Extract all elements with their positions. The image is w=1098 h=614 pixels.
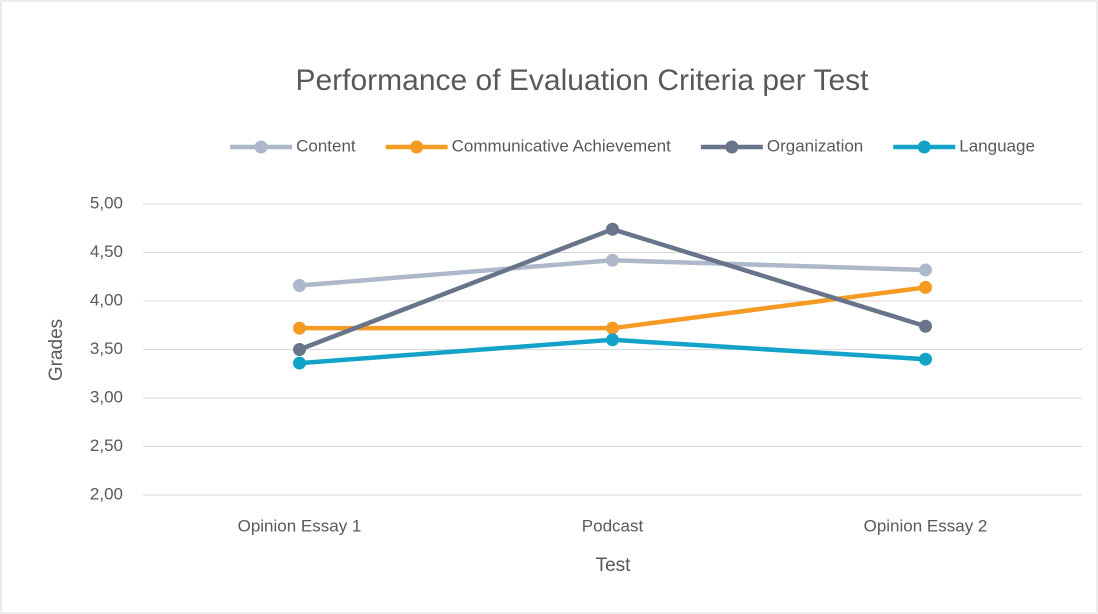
chart-title: Performance of Evaluation Criteria per T… [295, 64, 869, 97]
legend-item: Content [230, 136, 356, 155]
data-point [606, 321, 619, 335]
y-tick-label: 4,00 [90, 290, 123, 309]
legend-label: Communicative Achievement [452, 136, 671, 155]
y-tick-label: 3,50 [90, 339, 123, 358]
data-point [293, 343, 306, 356]
data-point [293, 321, 306, 335]
data-point [606, 253, 619, 267]
data-point [919, 352, 932, 366]
data-point [919, 319, 932, 333]
data-point [606, 222, 619, 236]
y-axis-title: Grades [46, 319, 67, 381]
x-tick-label: Opinion Essay 1 [238, 516, 362, 535]
x-tick-label: Opinion Essay 2 [864, 516, 988, 535]
legend-label: Language [959, 136, 1035, 155]
x-axis-title: Test [596, 555, 632, 576]
legend-label: Content [296, 136, 356, 155]
data-point [919, 280, 932, 294]
legend-item: Communicative Achievement [385, 136, 671, 155]
data-point [293, 278, 306, 292]
legend-item: Language [893, 136, 1035, 155]
y-tick-label: 3,00 [90, 387, 123, 406]
legend-item: Organization [700, 136, 863, 155]
data-point [606, 333, 619, 347]
legend-marker [725, 140, 739, 154]
y-tick-label: 2,00 [90, 484, 123, 503]
legend-marker [917, 140, 931, 154]
legend-marker [254, 140, 268, 154]
y-tick-label: 5,00 [90, 193, 123, 212]
x-tick-label: Podcast [582, 516, 644, 535]
data-point [919, 263, 932, 277]
legend-label: Organization [767, 136, 863, 155]
y-tick-label: 4,50 [90, 242, 123, 261]
data-point [293, 356, 306, 370]
legend-marker [410, 140, 424, 154]
y-tick-label: 2,50 [90, 436, 123, 455]
